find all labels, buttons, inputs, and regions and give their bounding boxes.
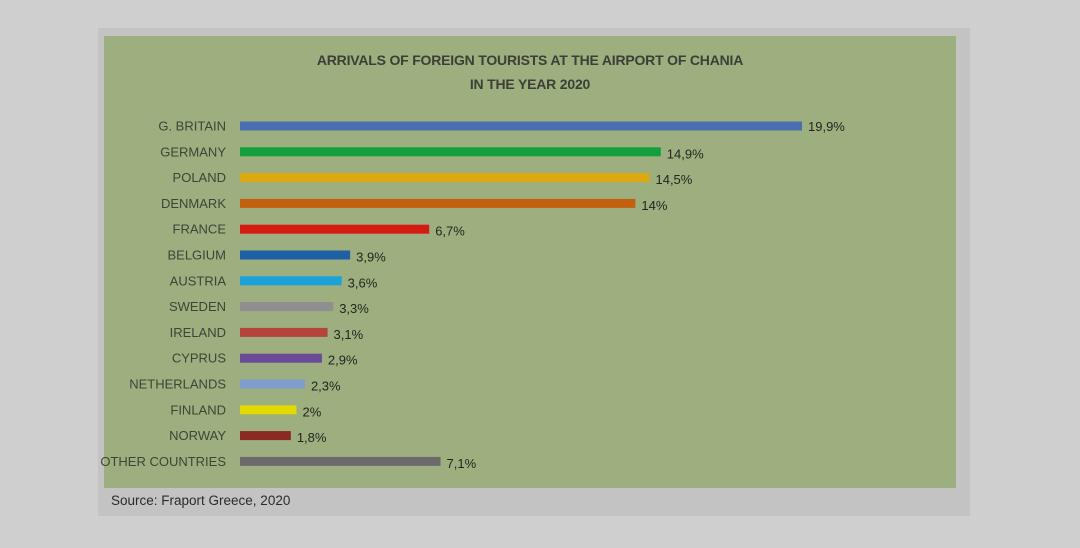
category-label: BELGIUM xyxy=(167,248,226,263)
bar xyxy=(240,198,636,208)
bar xyxy=(240,121,802,131)
bar xyxy=(240,405,297,415)
bar xyxy=(240,431,291,441)
data-label: 2% xyxy=(302,404,321,419)
data-label: 14,9% xyxy=(667,146,704,161)
category-label: GERMANY xyxy=(160,144,226,159)
category-label: SWEDEN xyxy=(169,299,226,314)
data-label: 3,6% xyxy=(348,275,378,290)
data-label: 7,1% xyxy=(447,456,477,471)
data-label: 1,8% xyxy=(297,430,327,445)
bar xyxy=(240,456,441,466)
data-label: 14,5% xyxy=(655,172,692,187)
bar xyxy=(240,224,430,234)
chart-title: ARRIVALS OF FOREIGN TOURISTS AT THE AIRP… xyxy=(316,52,744,68)
bar xyxy=(240,276,342,286)
data-label: 3,1% xyxy=(334,327,364,342)
category-label: CYPRUS xyxy=(172,351,227,366)
bar xyxy=(240,353,322,363)
category-label: FRANCE xyxy=(173,222,227,237)
category-label: OTHER COUNTRIES xyxy=(100,454,226,469)
bar xyxy=(240,147,661,157)
category-label: DENMARK xyxy=(161,196,226,211)
bar xyxy=(240,327,328,337)
bar xyxy=(240,379,305,389)
category-label: IRELAND xyxy=(170,325,226,340)
data-label: 14% xyxy=(641,198,667,213)
source-note: Source: Fraport Greece, 2020 xyxy=(111,493,291,508)
chart-subtitle: IN THE YEAR 2020 xyxy=(469,76,591,92)
data-label: 6,7% xyxy=(435,224,465,239)
data-label: 2,9% xyxy=(328,353,358,368)
category-label: FINLAND xyxy=(170,402,226,417)
category-label: AUSTRIA xyxy=(170,273,227,288)
category-label: POLAND xyxy=(173,170,226,185)
data-label: 3,3% xyxy=(339,301,369,316)
category-label: G. BRITAIN xyxy=(158,119,226,134)
bar xyxy=(240,173,650,183)
data-label: 19,9% xyxy=(808,119,845,134)
category-label: NETHERLANDS xyxy=(129,377,226,392)
bar xyxy=(240,302,334,312)
data-label: 2,3% xyxy=(311,379,341,394)
category-label: NORWAY xyxy=(169,428,226,443)
bar xyxy=(240,250,351,260)
data-label: 3,9% xyxy=(356,250,386,265)
